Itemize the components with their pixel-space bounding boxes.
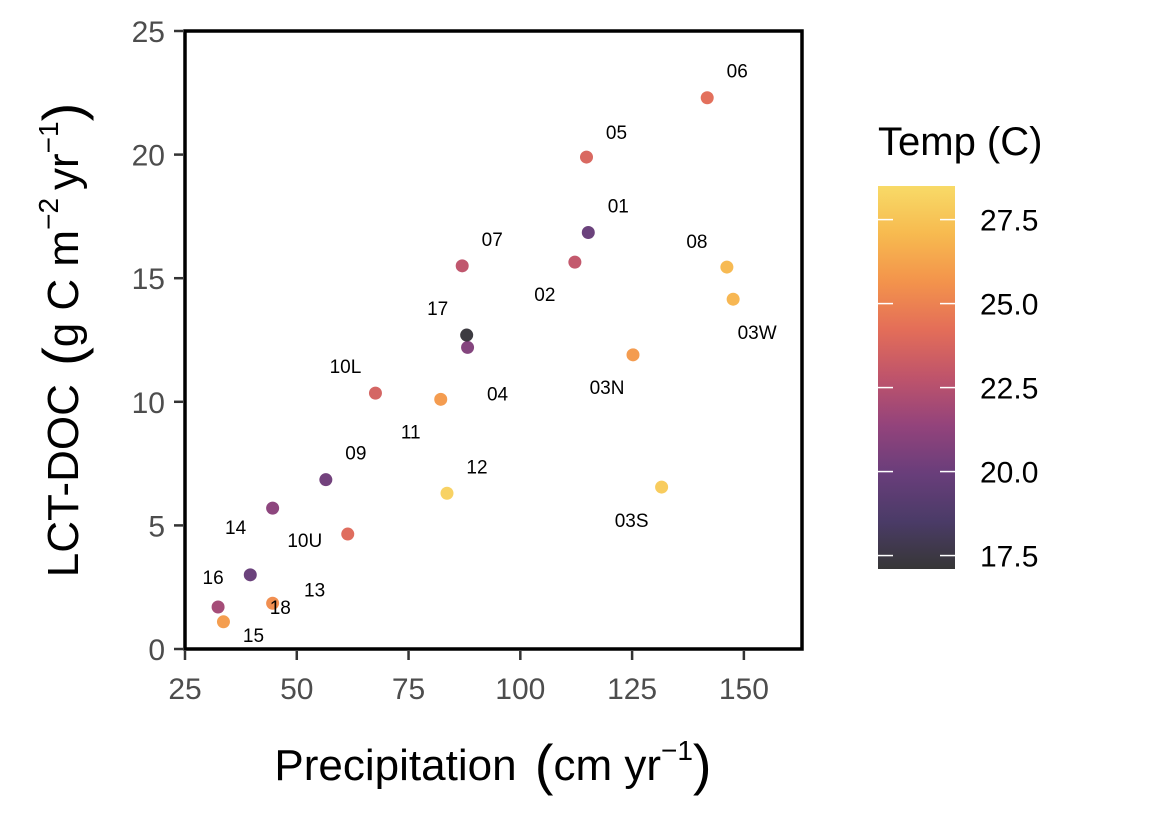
legend-title: Temp (C) <box>878 120 1042 164</box>
data-point-05 <box>579 150 593 164</box>
point-label-02: 02 <box>534 285 555 306</box>
data-point-03N <box>626 348 640 362</box>
x-axis-title-unit: cm yr <box>553 741 661 790</box>
data-point-14 <box>266 501 280 515</box>
x-tick-label: 25 <box>168 673 201 706</box>
y-tick-label: 5 <box>148 510 165 543</box>
data-point-16 <box>211 600 225 614</box>
data-point-17 <box>460 328 474 342</box>
point-label-13: 13 <box>304 580 325 601</box>
point-label-08: 08 <box>686 232 707 253</box>
data-point-04 <box>461 340 475 354</box>
x-tick-label: 75 <box>392 673 425 706</box>
legend-tick-label: 27.5 <box>980 205 1038 238</box>
data-point-03S <box>655 480 669 494</box>
y-axis-title-sup-b: −1 <box>33 121 64 153</box>
x-tick-label: 125 <box>607 673 657 706</box>
legend-tick-label: 25.0 <box>980 289 1038 322</box>
y-axis-paren-close: ) <box>31 103 94 122</box>
point-label-07: 07 <box>482 230 503 251</box>
point-label-15: 15 <box>243 626 264 647</box>
point-label-12: 12 <box>466 457 487 478</box>
y-axis-paren-open: ( <box>31 347 94 366</box>
y-tick-label: 25 <box>132 16 165 49</box>
colorbar <box>878 186 955 569</box>
data-point-01 <box>581 225 595 239</box>
data-point-06 <box>700 91 714 105</box>
data-point-08 <box>720 260 734 274</box>
y-axis-title-unit-a: g C m <box>39 230 88 347</box>
x-tick-label: 50 <box>280 673 313 706</box>
point-label-03N: 03N <box>590 378 625 399</box>
data-point-15 <box>216 615 230 629</box>
data-points <box>211 91 740 629</box>
x-axis-title: Precipitation (cm yr−1) <box>274 733 711 796</box>
y-axis-title-unit-b: yr <box>39 153 88 190</box>
y-tick-label: 15 <box>132 263 165 296</box>
point-label-05: 05 <box>606 123 627 144</box>
point-label-09: 09 <box>345 444 366 465</box>
point-label-01: 01 <box>608 196 629 217</box>
data-point-10L <box>368 386 382 400</box>
x-tick-label: 100 <box>495 673 545 706</box>
y-tick-label: 10 <box>132 387 165 420</box>
y-axis-title-main: LCT-DOC <box>39 384 88 577</box>
legend-tick-label: 22.5 <box>980 373 1038 406</box>
point-label-06: 06 <box>727 62 748 83</box>
legend-ticks: 17.5 20.0 22.5 25.0 27.5 <box>878 205 1038 574</box>
data-point-02 <box>568 255 582 269</box>
point-label-18: 18 <box>270 598 291 619</box>
point-label-03S: 03S <box>615 511 649 532</box>
point-label-11: 11 <box>401 422 421 443</box>
data-point-18 <box>243 568 257 582</box>
x-axis-title-sup: −1 <box>661 735 693 766</box>
data-point-12 <box>440 486 454 500</box>
x-axis: 25 50 75 100 125 150 <box>168 651 769 706</box>
plot-panel <box>183 29 804 651</box>
y-axis-title-sup-a: −2 <box>33 198 64 230</box>
y-axis: 0 5 10 15 20 25 <box>132 16 183 667</box>
x-tick-label: 150 <box>719 673 769 706</box>
data-point-10U <box>341 527 355 541</box>
y-tick-label: 0 <box>148 634 165 667</box>
data-point-03W <box>726 292 740 306</box>
point-label-03W: 03W <box>738 323 777 344</box>
color-legend: Temp (C) 17.5 20.0 22.5 25.0 27.5 <box>878 120 1042 574</box>
x-axis-paren-open: ( <box>535 733 554 796</box>
point-label-04: 04 <box>487 384 509 405</box>
point-label-10L: 10L <box>330 357 362 378</box>
x-axis-paren-close: ) <box>693 733 712 796</box>
y-tick-label: 20 <box>132 140 165 173</box>
point-label-14: 14 <box>225 518 247 539</box>
legend-tick-label: 17.5 <box>980 541 1038 574</box>
x-axis-title-main: Precipitation <box>274 741 516 790</box>
point-label-16: 16 <box>203 568 224 589</box>
point-label-10U: 10U <box>287 531 322 552</box>
data-point-13 <box>266 596 280 610</box>
data-point-09 <box>319 473 333 487</box>
legend-tick-label: 20.0 <box>980 457 1038 490</box>
y-axis-title: LCT-DOC (g C m−2 yr−1) <box>31 103 94 578</box>
point-labels: 01 02 03N 03S 03W 04 05 06 07 08 09 10L 10U 11 12 13 14 1… <box>203 62 777 647</box>
data-point-11 <box>434 392 448 406</box>
point-label-17: 17 <box>427 299 448 320</box>
data-point-07 <box>455 259 469 273</box>
